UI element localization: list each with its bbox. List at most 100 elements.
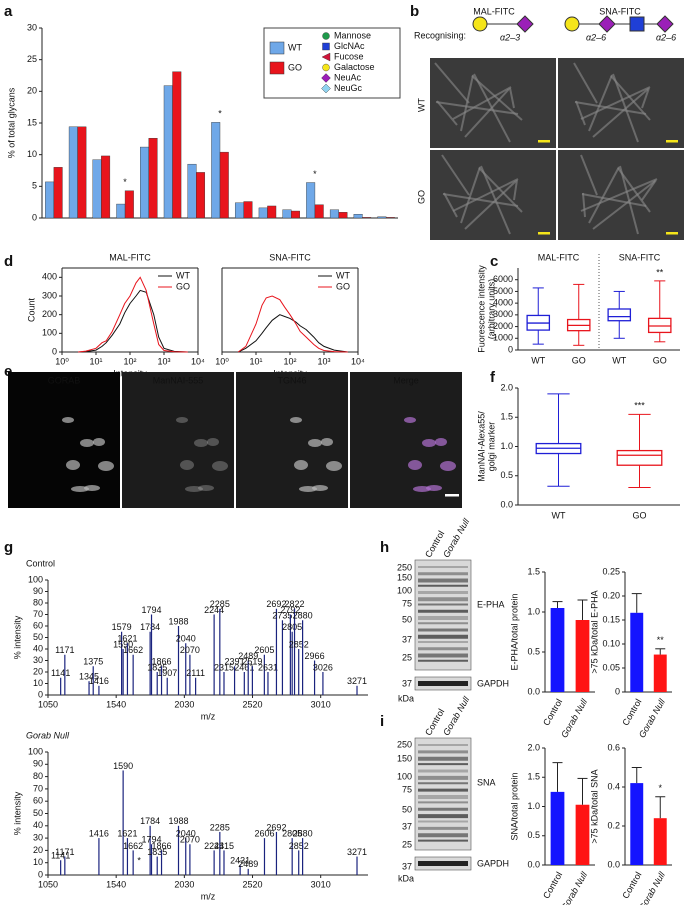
bar <box>258 207 268 219</box>
legend-label: GlcNAc <box>334 41 365 51</box>
y-axis-label: (arbitrary units) <box>486 279 496 340</box>
y-tick-label: 0.10 <box>602 638 620 648</box>
cell-signal <box>422 439 436 447</box>
peak-label: 1416 <box>89 828 109 838</box>
peak-label: 2070 <box>180 835 200 845</box>
cell-signal <box>308 439 322 447</box>
linkage-label: α2–6 <box>656 32 676 42</box>
y-tick-label: 0.5 <box>500 470 513 480</box>
y-tick-label: 15 <box>27 117 37 127</box>
cell-signal <box>198 485 214 491</box>
galactose-symbol <box>472 16 488 32</box>
ladder-label: 50 <box>402 614 412 624</box>
peak-label: 1590 <box>113 761 133 771</box>
legend-label: GO <box>288 62 302 72</box>
annotation: ** <box>656 267 664 277</box>
bar <box>196 172 206 219</box>
unit-label: kDa <box>398 873 414 883</box>
bar <box>314 204 324 219</box>
peak-label: 1794 <box>141 605 161 615</box>
y-tick-label: 0 <box>508 344 513 354</box>
y-tick-label: 0.05 <box>602 662 620 672</box>
blot-band <box>418 788 468 792</box>
legend-swatch <box>269 61 285 75</box>
blot-band <box>418 769 468 773</box>
y-tick-label: 10 <box>27 149 37 159</box>
y-tick-label: 90 <box>33 759 43 769</box>
cell-signal <box>321 438 333 446</box>
x-tick-label: Control <box>620 697 643 727</box>
neuac-symbol <box>598 15 616 33</box>
recognising-label: Recognising: <box>414 30 466 40</box>
bar <box>243 201 253 219</box>
bar <box>77 126 87 219</box>
legend-symbol <box>322 32 330 40</box>
x-tick-label: 10⁰ <box>55 356 69 366</box>
legend-box <box>263 27 401 99</box>
cell-streak <box>509 87 515 109</box>
x-tick-label: Control <box>541 870 564 900</box>
y-axis-label: E-PHA/total protein <box>509 593 519 670</box>
peak-label: 1662 <box>123 841 143 851</box>
y-tick-label: 1.5 <box>527 772 540 782</box>
bar <box>338 212 348 219</box>
blot-band <box>418 647 468 651</box>
chart-title: SNA-FITC <box>269 252 311 262</box>
blot-band <box>418 584 468 587</box>
cell-signal <box>185 486 203 492</box>
bar <box>68 126 78 219</box>
annotation: *** <box>634 401 645 411</box>
scale-bar <box>445 494 459 497</box>
ladder-label: 150 <box>397 572 412 582</box>
y-axis-label: % of total glycans <box>6 87 16 158</box>
y-tick-label: 0.4 <box>607 781 620 791</box>
legend-symbol <box>322 63 330 72</box>
ladder-label: 50 <box>402 804 412 814</box>
y-tick-label: 1.0 <box>527 801 540 811</box>
peak-label: 1794 <box>141 835 161 845</box>
x-tick-label: 10⁰ <box>215 356 229 366</box>
micrograph <box>122 372 234 508</box>
linkage-label: α2–6 <box>586 32 606 42</box>
line-series <box>78 289 188 353</box>
legend-label: Galactose <box>334 62 375 72</box>
cell-streak <box>452 178 519 212</box>
cell-signal <box>426 485 442 491</box>
bar <box>187 163 197 219</box>
cell-streak <box>580 86 651 120</box>
x-tick-label: 10³ <box>157 356 170 366</box>
y-tick-label: 70 <box>33 609 43 619</box>
y-tick-label: 0.0 <box>607 859 620 869</box>
legend-label: GO <box>336 281 350 291</box>
ladder-label: 250 <box>397 562 412 572</box>
cell-streak <box>580 178 658 212</box>
blot-band <box>418 653 468 658</box>
blot-band <box>418 597 468 602</box>
peak-label: 1784 <box>140 622 160 632</box>
peak-label: 3271 <box>347 676 367 686</box>
cell-signal <box>408 460 422 470</box>
peak-label: 2244 <box>204 841 224 851</box>
x-tick-label: 2520 <box>243 879 263 889</box>
x-tick-label: Gorab Null <box>559 869 590 905</box>
x-tick-label: 10³ <box>317 356 330 366</box>
panel-label: i <box>380 713 384 730</box>
peak-label: 2880 <box>293 828 313 838</box>
y-tick-label: 80 <box>33 597 43 607</box>
y-tick-label: 60 <box>33 620 43 630</box>
column-title: MAL-FITC <box>473 6 515 16</box>
x-tick-label: 3010 <box>311 699 331 709</box>
legend-symbol <box>321 52 331 62</box>
y-tick-label: 100 <box>28 574 43 584</box>
ladder-label: 100 <box>397 585 412 595</box>
channel-label: TGN46 <box>277 375 306 385</box>
peak-label: 1835 <box>147 662 167 672</box>
y-tick-label: 60 <box>33 796 43 806</box>
x-tick-label: 10¹ <box>89 356 102 366</box>
peak-label: 2070 <box>180 645 200 655</box>
cell-streak <box>435 101 519 115</box>
y-tick-label: 0.2 <box>607 820 620 830</box>
cell-signal <box>98 461 114 471</box>
cell-streak <box>619 165 639 235</box>
cell-signal <box>93 438 105 446</box>
